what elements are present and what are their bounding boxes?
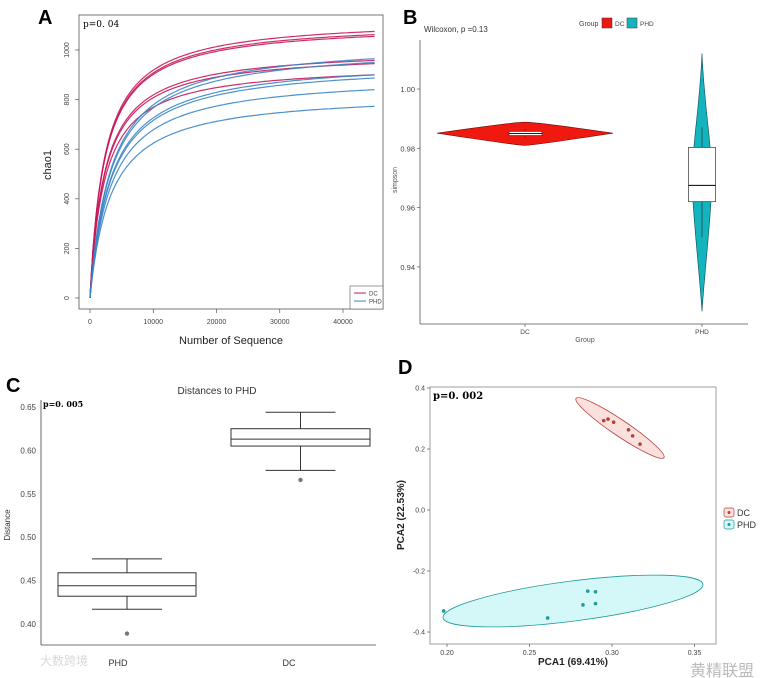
chart-b-box-phd <box>688 147 716 203</box>
chart-d-point-phd <box>593 601 598 606</box>
chart-d-xtick-label: 0.30 <box>605 650 619 657</box>
chart-d-point-dc <box>630 434 635 438</box>
chart-c-ytick-label: 0.55 <box>20 490 36 499</box>
chart-c-ytick-label: 0.45 <box>20 577 36 586</box>
chart-a-ytick-label: 200 <box>64 242 71 254</box>
chart-b-xlabel: Group <box>575 337 595 344</box>
chart-d-ytick-label: 0.0 <box>415 508 425 515</box>
chart-c-title: Distances to PHD <box>178 386 257 397</box>
chart-a-ytick-label: 1000 <box>64 42 71 58</box>
chart-d-legend-dot-dc <box>727 511 731 514</box>
chart-c-outlier-dc <box>298 477 303 483</box>
chart-a-curve-phd <box>89 61 375 298</box>
chart-a-ytick-label: 800 <box>64 94 71 106</box>
chart-c-box-dc <box>230 428 371 447</box>
chart-a-ytick-label: 0 <box>64 296 71 300</box>
chart-a-ylabel: chao1 <box>42 150 54 180</box>
chart-a-curve-phd <box>89 77 375 298</box>
chart-a-xtick-label: 10000 <box>144 319 164 326</box>
chart-d-legend-label: DC <box>737 508 750 518</box>
chart-a-ytick-label: 400 <box>64 193 71 205</box>
chart-a-curve-dc <box>89 63 375 298</box>
chart-b-legend-label: PHD <box>640 21 654 28</box>
chart-a-curve-dc <box>89 35 375 298</box>
chart-b-ytick-label: 0.94 <box>400 263 415 272</box>
chart-d-point-phd <box>585 589 590 593</box>
chart-a-xtick-label: 0 <box>88 319 92 326</box>
chart-d-ytick-label: 0.4 <box>415 386 425 393</box>
chart-c-xtick-label: PHD <box>108 658 128 668</box>
chart-b-legend-title: Group <box>579 21 599 28</box>
chart-b-legend-swatch-dc <box>601 17 613 29</box>
chart-b-xtick-label: PHD <box>695 329 709 336</box>
chart-a-xlabel: Number of Sequence <box>179 335 283 347</box>
chart-d-annotation: p=0. 002 <box>433 391 483 402</box>
chart-a-annotation: p=0. 04 <box>83 20 119 30</box>
chart-d-point-phd <box>581 603 585 607</box>
chart-a-curve-dc <box>89 59 375 298</box>
chart-a-curve-phd <box>89 105 375 298</box>
chart-b-ytick-label: 0.98 <box>400 144 415 153</box>
chart-c-xtick-label: DC <box>283 658 296 668</box>
chart-d-xlabel: PCA1 (69.41%) <box>538 657 608 668</box>
chart-b-ytick-label: 1.00 <box>400 85 415 94</box>
chart-d-ylabel: PCA2 (22.53%) <box>396 480 407 550</box>
panel-label-b: B <box>403 7 417 29</box>
chart-c-outlier-phd <box>124 631 130 636</box>
chart-a-curve-phd <box>89 89 375 298</box>
chart-b-legend-label: DC <box>615 21 625 28</box>
chart-b-ytick-label: 0.96 <box>400 204 415 213</box>
chart-a-frame <box>78 14 384 310</box>
chart-b-ylabel: simpson <box>392 167 399 193</box>
chart-c-ytick-label: 0.50 <box>20 533 36 542</box>
chart-d-ytick-label: -0.4 <box>413 630 425 637</box>
chart-c-ytick-label: 0.65 <box>20 403 36 412</box>
chart-d-point-dc <box>606 417 610 421</box>
panel-label-a: A <box>38 7 52 29</box>
chart-d-point-dc <box>626 427 631 432</box>
chart-a-legend-label: PHD <box>369 300 382 306</box>
chart-a-legend-label: DC <box>369 292 378 298</box>
chart-c-ytick-label: 0.60 <box>20 446 36 455</box>
watermark-left: 大数跨境 <box>40 653 88 668</box>
chart-d-point-dc <box>601 418 606 423</box>
chart-d-ellipse-phd <box>442 574 704 628</box>
chart-d-xtick-label: 0.25 <box>523 650 537 657</box>
chart-c-ylabel: Distance <box>3 509 12 541</box>
chart-d-xtick-label: 0.20 <box>440 650 454 657</box>
chart-a-ytick-label: 600 <box>64 143 71 155</box>
panel-label-d: D <box>398 357 412 379</box>
chart-d-ellipse-dc <box>575 397 665 459</box>
chart-a-curve-phd <box>89 58 375 298</box>
chart-d-point-dc <box>611 420 616 424</box>
chart-d-ytick-label: -0.2 <box>413 569 425 576</box>
chart-d-ytick-label: 0.2 <box>415 447 425 454</box>
chart-b-title: Wilcoxon, p =0.13 <box>424 25 488 34</box>
watermark-right: 黄精联盟 <box>690 662 754 678</box>
chart-d-point-phd <box>545 616 550 620</box>
chart-c-ytick-label: 0.40 <box>20 620 36 629</box>
chart-c-box-phd <box>57 572 197 597</box>
chart-d-xtick-label: 0.35 <box>688 650 702 657</box>
panel-label-c: C <box>6 375 20 397</box>
chart-d-point-phd <box>441 609 446 613</box>
chart-a-xtick-label: 40000 <box>333 319 353 326</box>
chart-a-xtick-label: 20000 <box>207 319 227 326</box>
chart-a-legend <box>349 285 384 310</box>
chart-d-frame <box>429 386 717 645</box>
chart-d-point-dc <box>638 442 642 446</box>
chart-d-point-phd <box>593 589 598 594</box>
chart-a-xtick-label: 30000 <box>270 319 290 326</box>
chart-b-xtick-label: DC <box>520 329 530 336</box>
chart-d-legend-label: PHD <box>737 520 757 530</box>
chart-d-legend-dot-phd <box>727 523 731 526</box>
chart-b-legend-swatch-phd <box>626 17 638 29</box>
chart-c-annotation: p=0. 005 <box>43 399 83 409</box>
